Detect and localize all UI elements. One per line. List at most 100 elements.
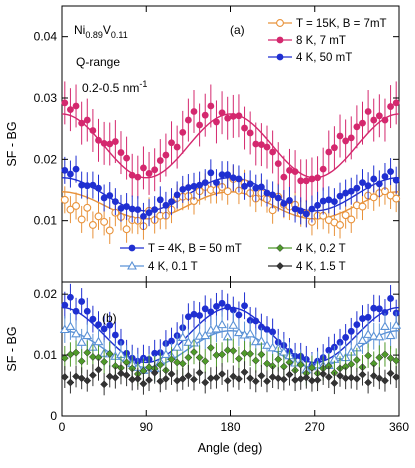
data-point bbox=[207, 102, 215, 110]
data-point bbox=[100, 194, 108, 202]
data-point bbox=[263, 359, 271, 368]
data-point bbox=[347, 215, 356, 224]
data-point bbox=[286, 166, 293, 174]
data-point bbox=[358, 370, 367, 379]
data-point bbox=[347, 327, 355, 335]
data-point bbox=[77, 215, 86, 224]
panel-b-y-ticks: 0 0.01 0.02 bbox=[34, 287, 399, 423]
x-tick-label: 180 bbox=[220, 420, 240, 434]
data-point bbox=[190, 375, 198, 384]
sample-composition: Ni0.89V0.11 bbox=[74, 23, 128, 40]
data-point bbox=[330, 379, 339, 388]
data-point bbox=[235, 175, 243, 183]
data-point bbox=[324, 373, 333, 381]
panel-a-series bbox=[60, 81, 401, 244]
y-tick-label: 0.01 bbox=[34, 214, 58, 228]
data-point bbox=[375, 112, 383, 120]
legend-marker bbox=[276, 262, 284, 270]
data-point bbox=[156, 377, 165, 386]
data-point bbox=[218, 370, 227, 378]
data-point bbox=[251, 377, 260, 386]
data-point bbox=[257, 350, 266, 359]
data-point bbox=[229, 113, 237, 120]
data-point bbox=[235, 112, 243, 120]
legend-label: 4 K, 1.5 T bbox=[296, 261, 346, 273]
data-point bbox=[342, 137, 350, 145]
data-point bbox=[111, 198, 119, 206]
data-point bbox=[94, 365, 103, 374]
data-point bbox=[263, 189, 271, 197]
data-point bbox=[78, 181, 86, 189]
data-point bbox=[218, 109, 226, 117]
panel-b-series bbox=[59, 283, 402, 396]
data-point bbox=[156, 360, 165, 369]
data-point bbox=[291, 376, 300, 385]
data-point bbox=[190, 108, 198, 115]
data-point bbox=[78, 298, 86, 305]
data-point bbox=[105, 372, 114, 381]
data-point bbox=[67, 106, 74, 114]
data-point bbox=[93, 336, 104, 346]
legend-marker bbox=[276, 36, 284, 44]
data-point bbox=[353, 321, 361, 329]
data-point bbox=[201, 111, 209, 119]
data-point bbox=[342, 334, 350, 341]
data-point bbox=[83, 376, 92, 385]
panel-b: 0 0.01 0.02 0 90 180 270 360 (b) T = 4K, B = 5… bbox=[5, 243, 409, 455]
data-point bbox=[179, 185, 187, 193]
data-point bbox=[268, 373, 277, 381]
data-point bbox=[262, 340, 272, 349]
data-point bbox=[325, 346, 333, 354]
data-point bbox=[246, 129, 254, 137]
sample-mid: V bbox=[103, 23, 111, 37]
qrange-exponent: -1 bbox=[139, 79, 147, 89]
data-point bbox=[184, 116, 192, 124]
data-point bbox=[190, 182, 198, 190]
data-point bbox=[297, 177, 305, 185]
data-point bbox=[336, 221, 344, 229]
data-point bbox=[179, 128, 187, 136]
data-point bbox=[364, 182, 372, 190]
data-point bbox=[190, 310, 198, 318]
data-point bbox=[196, 181, 204, 189]
legend-entry-t-15k-b-7mt: T = 15K, B = 7mT bbox=[268, 18, 387, 30]
data-point bbox=[184, 313, 192, 321]
y-tick-label: 0.02 bbox=[34, 152, 58, 166]
legend-entry-4-k-0-2-t: 4 K, 0.2 T bbox=[268, 243, 346, 255]
series-4-k-1-5-t bbox=[60, 358, 401, 396]
data-point bbox=[269, 191, 277, 199]
legend-entry-4-k-0-1-t: 4 K, 0.1 T bbox=[120, 260, 198, 273]
data-point bbox=[150, 368, 159, 377]
data-point bbox=[72, 102, 80, 110]
data-point bbox=[336, 371, 344, 380]
data-point bbox=[139, 379, 148, 388]
data-point bbox=[213, 118, 220, 126]
data-point bbox=[177, 332, 188, 341]
sample-sub1: 0.89 bbox=[85, 30, 103, 40]
series-8-k-7-mt bbox=[61, 81, 400, 203]
data-point bbox=[89, 127, 97, 134]
data-point bbox=[319, 165, 327, 173]
data-point bbox=[151, 349, 159, 357]
data-point bbox=[128, 171, 136, 179]
data-point bbox=[60, 354, 69, 363]
data-point bbox=[61, 166, 69, 174]
y-tick-label: 0 bbox=[50, 409, 57, 423]
data-point bbox=[241, 302, 248, 310]
data-point bbox=[201, 357, 210, 366]
data-point bbox=[65, 321, 76, 331]
y-tick-label: 0.02 bbox=[34, 287, 58, 301]
data-point bbox=[369, 193, 378, 202]
data-point bbox=[201, 378, 210, 387]
data-point bbox=[381, 350, 389, 359]
data-point bbox=[313, 376, 322, 385]
data-point bbox=[200, 330, 211, 340]
data-point bbox=[364, 108, 372, 115]
data-point bbox=[133, 374, 142, 383]
data-point bbox=[168, 337, 175, 345]
data-point bbox=[302, 210, 310, 218]
data-point bbox=[374, 331, 385, 341]
data-point bbox=[168, 139, 175, 147]
data-point bbox=[145, 209, 153, 217]
data-point bbox=[380, 321, 390, 331]
